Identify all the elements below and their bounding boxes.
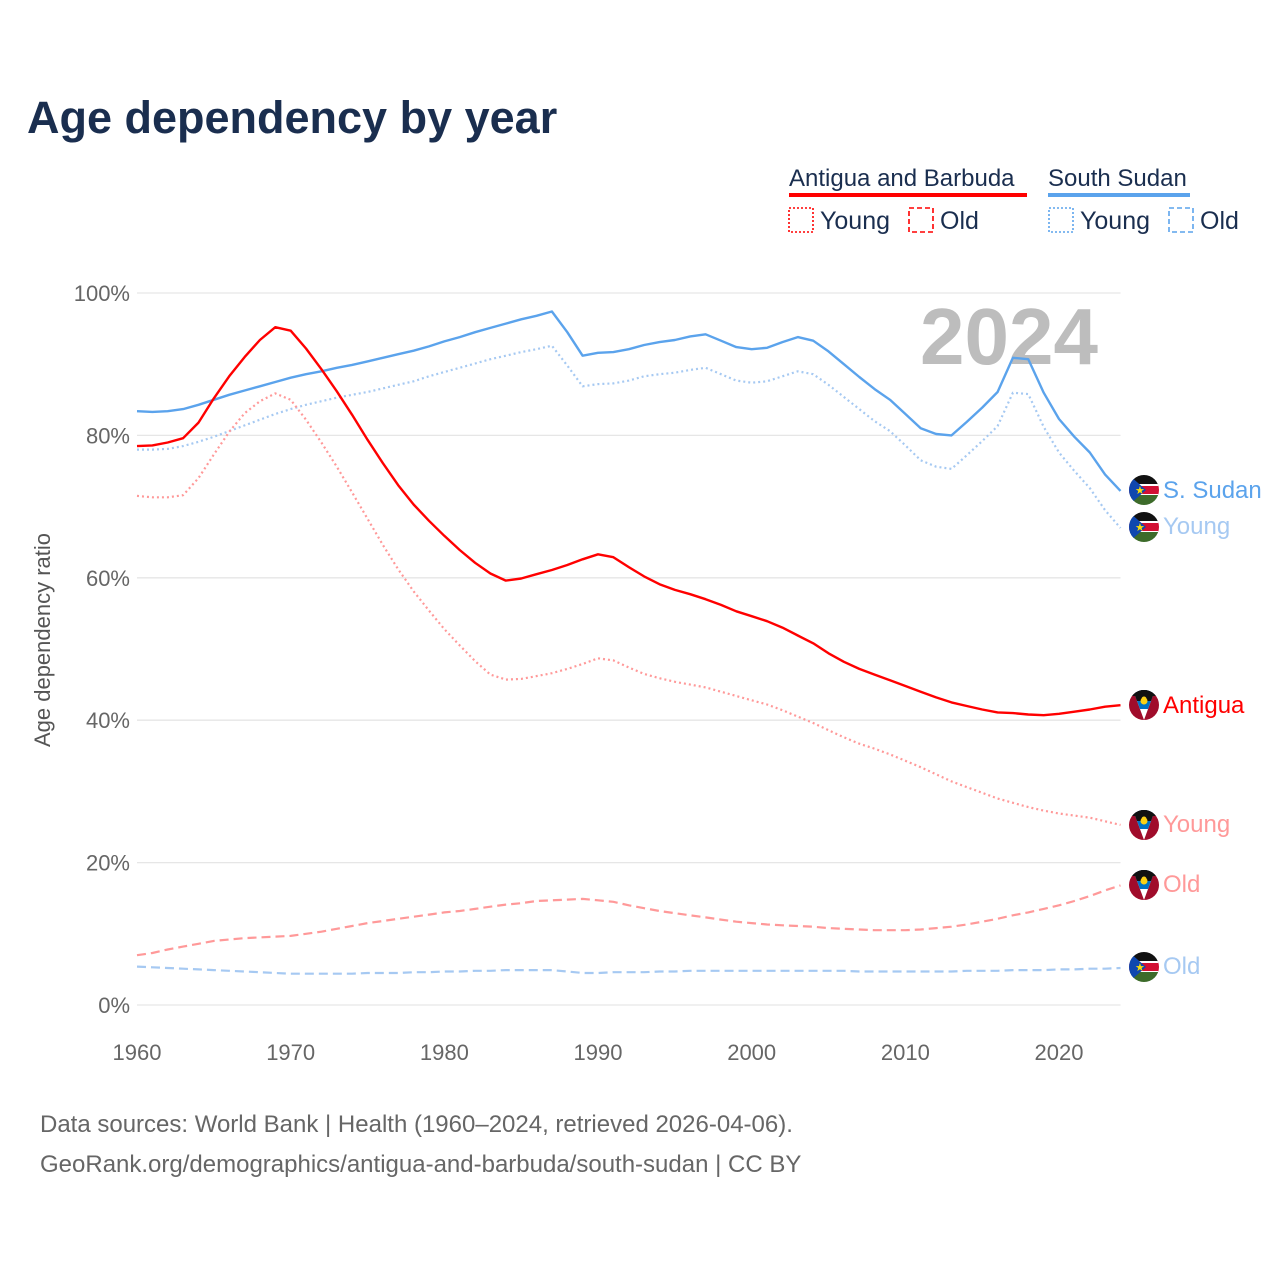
y-tick-label: 60% [86, 566, 130, 591]
end-label-ag-old: Old [1163, 871, 1200, 898]
south-sudan-flag-icon [1129, 512, 1159, 542]
legend-antigua-old-label[interactable]: Old [940, 207, 979, 235]
gridlines [137, 292, 1121, 1006]
x-tick-label: 2010 [881, 1040, 930, 1065]
x-tick-label: 1990 [574, 1040, 623, 1065]
legend-antigua-label: Antigua and Barbuda [789, 165, 1015, 192]
legend-south-sudan-young-swatch [1048, 207, 1074, 233]
x-tick-label: 1980 [420, 1040, 469, 1065]
series-line-ss-total [136, 310, 1122, 492]
end-labels: S. Sudan Young Antigua Young Old Old [1129, 475, 1262, 982]
series-line-ss-old [136, 965, 1121, 975]
x-tick-label: 1960 [113, 1040, 162, 1065]
y-tick-label: 100% [74, 281, 130, 306]
chart-title: Age dependency by year [27, 92, 557, 143]
end-label-ag-young: Young [1163, 811, 1230, 838]
y-tick-label: 20% [86, 851, 130, 876]
y-axis-ticks: 0% 20% 40% 60% 80% 100% [74, 281, 130, 1018]
y-axis-label: Age dependency ratio [30, 533, 55, 747]
x-tick-label: 2020 [1035, 1040, 1084, 1065]
legend-south-sudan-label: South Sudan [1048, 165, 1187, 192]
legend: Antigua and Barbuda Young Old South Suda… [788, 165, 1239, 235]
legend-antigua-young-label[interactable]: Young [820, 207, 890, 235]
legend-south-sudan-old-label[interactable]: Old [1200, 207, 1239, 235]
series-line-ag-young [136, 392, 1121, 826]
sources-line-2[interactable]: GeoRank.org/demographics/antigua-and-bar… [40, 1151, 801, 1178]
end-label-ss-old: Old [1163, 953, 1200, 980]
legend-south-sudan-old-swatch [1168, 207, 1194, 233]
legend-group-south-sudan[interactable]: South Sudan Young Old [1048, 165, 1239, 235]
x-tick-label: 1970 [266, 1040, 315, 1065]
antigua-flag-icon [1129, 690, 1159, 720]
antigua-flag-icon [1129, 870, 1159, 900]
legend-group-antigua[interactable]: Antigua and Barbuda Young Old [788, 165, 1027, 235]
series-line-ag-total [136, 326, 1121, 717]
y-tick-label: 80% [86, 423, 130, 448]
series-lines [136, 310, 1122, 975]
legend-antigua-old-swatch [908, 207, 934, 233]
y-tick-label: 0% [98, 993, 130, 1018]
sources-line-1: Data sources: World Bank | Health (1960–… [40, 1111, 793, 1138]
legend-south-sudan-young-label[interactable]: Young [1080, 207, 1150, 235]
south-sudan-flag-icon [1129, 475, 1159, 505]
end-label-ss-total: S. Sudan [1163, 477, 1262, 504]
end-label-ag-total: Antigua [1163, 692, 1245, 719]
y-tick-label: 40% [86, 708, 130, 733]
series-line-ag-old [136, 884, 1121, 957]
x-axis-ticks: 1960 1970 1980 1990 2000 2010 2020 [113, 1040, 1084, 1065]
x-tick-label: 2000 [727, 1040, 776, 1065]
antigua-flag-icon [1129, 810, 1159, 840]
end-label-ss-young: Young [1163, 513, 1230, 540]
legend-antigua-young-swatch [788, 207, 814, 233]
series-line-ss-young [137, 344, 1122, 529]
south-sudan-flag-icon [1129, 952, 1159, 982]
